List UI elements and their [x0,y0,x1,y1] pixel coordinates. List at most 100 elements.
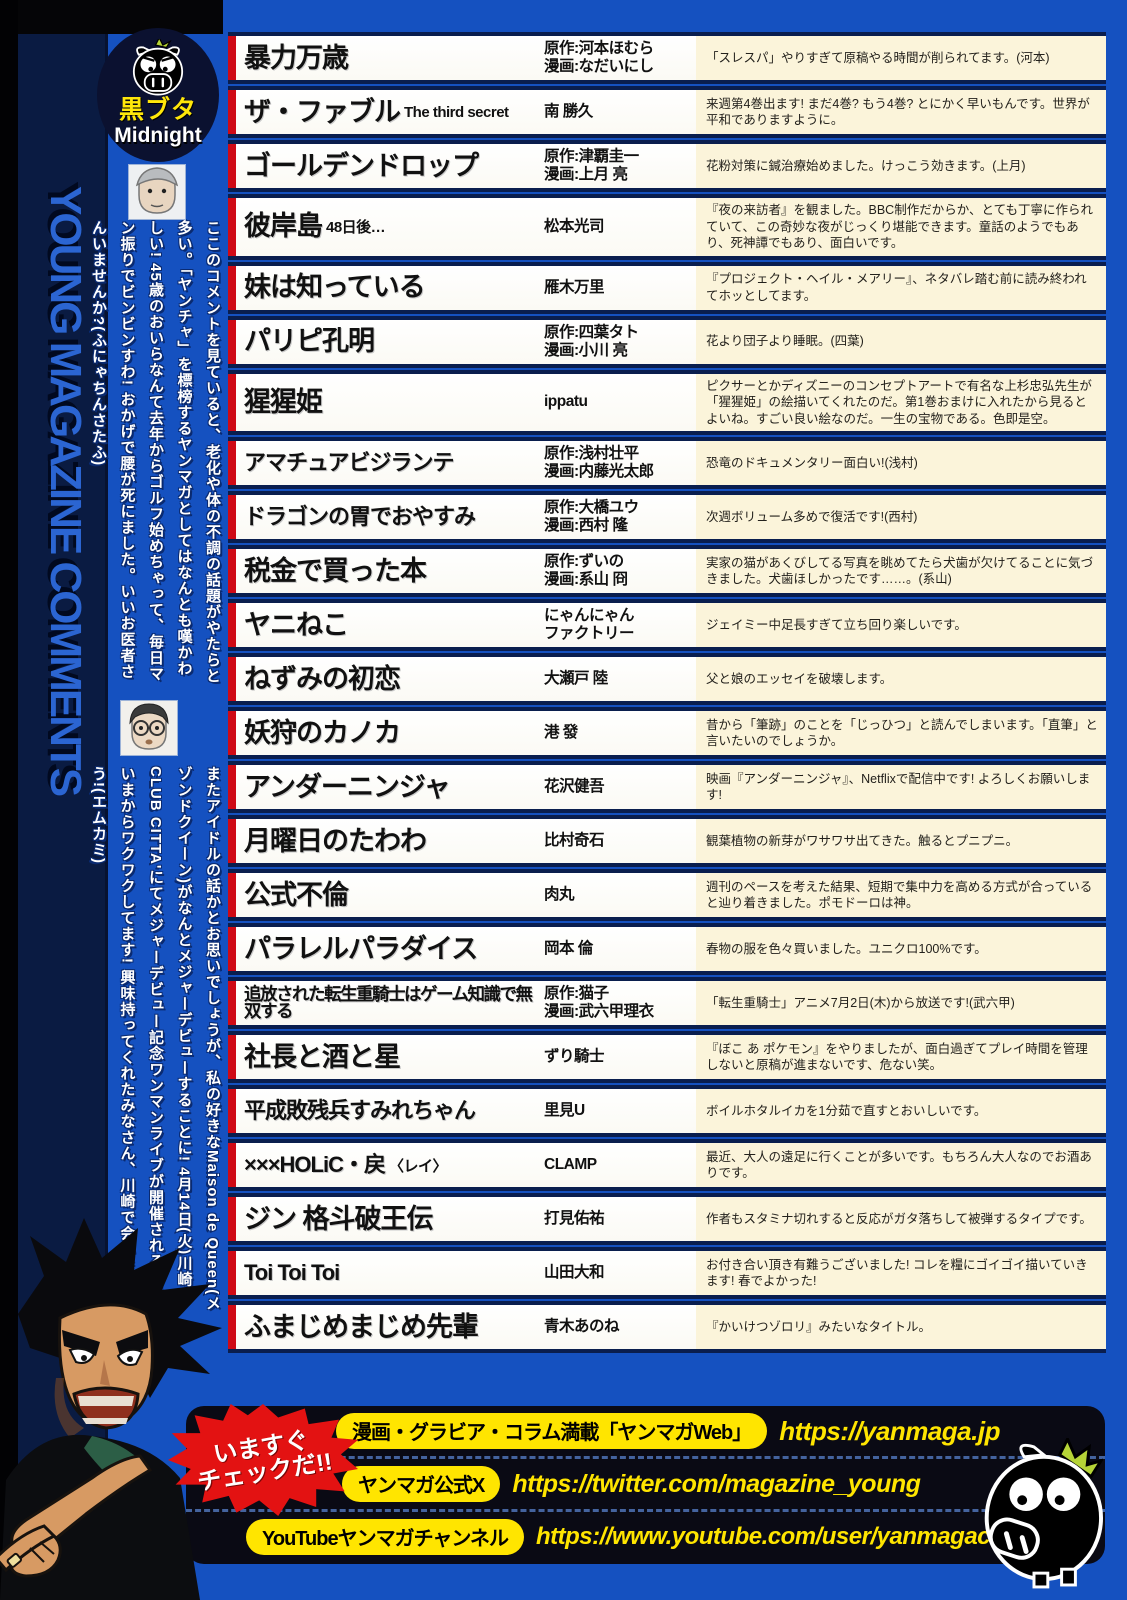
manga-comment-list: 暴力万歳 原作:河本ほむら 漫画:なだいにし 「スレスパ」やりすぎて原稿やる時間… [228,36,1106,1359]
manga-author: ずり騎士 [544,1048,605,1066]
manga-row: ねずみの初恋 大瀬戸 陸 父と娘のエッセイを破壊します。 [228,657,1106,701]
manga-character-illustration [0,1218,222,1600]
author-comment: 週刊のペースを考えた結果、短期で集中力を高める方式が合っていると辿り着きました。… [696,873,1106,917]
footer-link-url[interactable]: https://www.youtube.com/user/yanmagach [535,1523,1005,1550]
manga-row: 追放された転生重騎士はゲーム知識で無双する 原作:猫子 漫画:武六甲理衣 「転生… [228,981,1106,1025]
manga-author: 山田大和 [544,1264,605,1282]
manga-subtitle: The third secret [404,103,509,121]
author-comment: お付き合い頂き有難うございました! コレを糧にゴイゴイ描いていきます! 春でよか… [696,1251,1106,1295]
manga-title: ゴールデンドロップ [244,150,479,181]
manga-title: ヤニねこ [244,609,349,640]
editor-comment-text: またアイドルの話かとお思いでしょうが、私の好きなMaison de Queen(… [90,766,221,1318]
manga-author: 里見U [544,1102,585,1120]
manga-author: 原作:四葉タト 漫画:小川 亮 [544,323,639,359]
manga-title: 彼岸島 [244,211,323,242]
manga-author: 原作:津覇圭一 漫画:上月 亮 [544,148,639,183]
manga-author: 岡本 倫 [544,940,593,958]
footer-link-row: 漫画・グラビア・コラム満載「ヤンマガWeb」 https://yanmaga.j… [186,1406,1105,1456]
manga-title: 公式不倫 [244,879,349,910]
footer-link-url[interactable]: https://yanmaga.jp [779,1415,1000,1446]
author-comment: 『かいけつゾロリ』みたいなタイトル。 [696,1305,1106,1349]
manga-author: 松本光司 [544,217,605,235]
manga-title: 月曜日のたわわ [244,825,427,856]
manga-author: 大瀬戸 陸 [544,670,608,688]
author-comment: 映画『アンダーニンジャ』、Netflixで配信中です! よろしくお願いします! [696,765,1106,809]
author-comment: 「スレスパ」やりすぎて原稿やる時間が削られてます。(河本) [696,36,1106,80]
manga-row: Toi Toi Toi 山田大和 お付き合い頂き有難うございました! コレを糧に… [228,1251,1106,1295]
manga-author: 打見佑祐 [544,1210,605,1228]
manga-row: 月曜日のたわわ 比村奇石 観葉植物の新芽がワサワサ出てきた。触るとプニプニ。 [228,819,1106,863]
manga-row: ふまじめまじめ先輩 青木あのね 『かいけつゾロリ』みたいなタイトル。 [228,1305,1106,1349]
manga-title: 追放された転生重騎士はゲーム知識で無双する [244,983,533,1021]
manga-author: CLAMP [544,1156,597,1174]
author-comment: 春物の服を色々買いました。ユニクロ100%です。 [696,927,1106,971]
manga-author: 雁木万里 [544,278,605,296]
footer-link-label: 漫画・グラビア・コラム満載「ヤンマガWeb」 [336,1413,768,1449]
manga-title: 猩猩姫 [244,386,323,417]
pig-mascot-icon [984,1438,1103,1589]
manga-title: ドラゴンの胃でおやすみ [244,504,476,529]
manga-title: 暴力万歳 [244,42,349,73]
manga-row: ゴールデンドロップ 原作:津覇圭一 漫画:上月 亮 花粉対策に鍼治療始めました。… [228,144,1106,188]
footer-link-label: ヤンマガ公式X [342,1466,501,1502]
author-comment: 最近、大人の遠足に行くことが多いです。もちろん大人なのでお酒ありです。 [696,1143,1106,1187]
manga-row: パラレルパラダイス 岡本 倫 春物の服を色々買いました。ユニクロ100%です。 [228,927,1106,971]
manga-title: 社長と酒と星 [244,1041,401,1072]
manga-title: パリピ孔明 [244,326,375,356]
editor-avatar [128,164,186,220]
author-comment: ボイルホタルイカを1分茹で直すとおいしいです。 [696,1089,1106,1133]
manga-title: 税金で買った本 [244,555,427,586]
author-comment: 『プロジェクト・ヘイル・メアリー』、ネタバレ踏む前に読み終われてホッとしてます。 [696,265,1106,310]
manga-author: ippatu [544,393,588,411]
manga-row: 税金で買った本 原作:ずいの 漫画:系山 冏 実家の猫があくびしてる写真を眺めて… [228,549,1106,593]
manga-row: アマチュアビジランテ 原作:浅村壮平 漫画:内藤光太郎 恐竜のドキュメンタリー面… [228,441,1106,485]
author-comment: 来週第4巻出ます! まだ4巻? もう4巻? とにかく早いもんです。世界が平和であ… [696,90,1106,134]
manga-title: 平成敗残兵すみれちゃん [244,1098,476,1123]
manga-row: ドラゴンの胃でおやすみ 原作:大橋ユウ 漫画:西村 隆 次週ボリューム多めで復活… [228,495,1106,539]
manga-author: 原作:大橋ユウ 漫画:西村 隆 [544,499,639,534]
author-comment: ピクサーとかディズニーのコンセプトアートで有名な上杉忠弘先生が「猩猩姫」の絵描い… [696,373,1106,431]
author-comment: ジェイミー中足長すぎて立ち回り楽しいです。 [696,603,1106,647]
manga-row: ザ・ファブル The third secret 南 勝久 来週第4巻出ます! ま… [228,90,1106,134]
left-black-strip [0,0,18,1600]
footer-link-row: YouTubeヤンマガチャンネル https://www.youtube.com… [186,1509,1105,1562]
footer-link-label: YouTubeヤンマガチャンネル [246,1519,524,1555]
manga-title: Toi Toi Toi [244,1260,340,1285]
manga-row: ×××HOLiC・戻 〈レイ〉 CLAMP 最近、大人の遠足に行くことが多いです… [228,1143,1106,1187]
manga-author: 青木あのね [544,1318,620,1336]
author-comment: 実家の猫があくびしてる写真を眺めてたら犬歯が欠けてることに気づきました。犬歯ほし… [696,549,1106,593]
manga-title: アマチュアビジランテ [244,450,455,475]
magazine-vertical-title: YOUNG MAGAZINE COMMENTS [41,186,90,795]
manga-author: 南 勝久 [544,103,593,121]
author-comment: 恐竜のドキュメンタリー面白い!(浅村) [696,441,1106,485]
manga-title: 妖狩のカノカ [244,717,401,748]
editor-avatar [120,700,178,756]
manga-row: ヤニねこ にゃんにゃん ファクトリー ジェイミー中足長すぎて立ち回り楽しいです。 [228,603,1106,647]
manga-title: ねずみの初恋 [244,663,401,694]
footer-link-url[interactable]: https://twitter.com/magazine_young [512,1469,921,1498]
manga-subtitle: 48日後… [326,219,386,237]
manga-row: 公式不倫 肉丸 週刊のペースを考えた結果、短期で集中力を高める方式が合っていると… [228,873,1106,917]
manga-author: 肉丸 [544,886,575,904]
manga-row: ジン 格斗破王伝 打見佑祐 作者もスタミナ切れすると反応がガタ落ちして被弾するタ… [228,1197,1106,1241]
author-comment: 「転生重騎士」アニメ7月2日(木)から放送です!(武六甲) [696,981,1106,1025]
manga-row: 妖狩のカノカ 港 發 昔から「筆跡」のことを「じっひつ」と読んでしまいます。「直… [228,711,1106,755]
badge-kurobuta-label: 黒ブタ [118,96,197,125]
author-comment: 『夜の来訪者』を観ました。BBC制作だからか、とても丁寧に作られていて、この奇妙… [696,198,1106,256]
manga-author: にゃんにゃん ファクトリー [544,607,635,642]
author-comment: 花より団子より睡眠。(四葉) [696,319,1106,364]
manga-row: 妹は知っている 雁木万里 『プロジェクト・ヘイル・メアリー』、ネタバレ踏む前に読… [228,265,1106,310]
manga-title: アンダーニンジャ [244,771,451,802]
manga-title: ×××HOLiC・戻 [244,1152,386,1177]
manga-author: 原作:猫子 漫画:武六甲理衣 [544,985,654,1020]
manga-subtitle: 〈レイ〉 [388,1157,448,1175]
manga-title: 妹は知っている [244,272,426,302]
author-comment: 父と娘のエッセイを破壊します。 [696,657,1106,701]
manga-row: 平成敗残兵すみれちゃん 里見U ボイルホタルイカを1分茹で直すとおいしいです。 [228,1089,1106,1133]
manga-title: パラレルパラダイス [244,933,478,964]
kurobuta-midnight-badge: 黒ブタ Midnight [97,28,219,162]
manga-row: アンダーニンジャ 花沢健吾 映画『アンダーニンジャ』、Netflixで配信中です… [228,765,1106,809]
check-now-label: いますぐ チェックだ!! [195,1426,335,1497]
manga-row: 彼岸島 48日後… 松本光司 『夜の来訪者』を観ました。BBC制作だからか、とて… [228,198,1106,256]
manga-author: 花沢健吾 [544,778,605,796]
